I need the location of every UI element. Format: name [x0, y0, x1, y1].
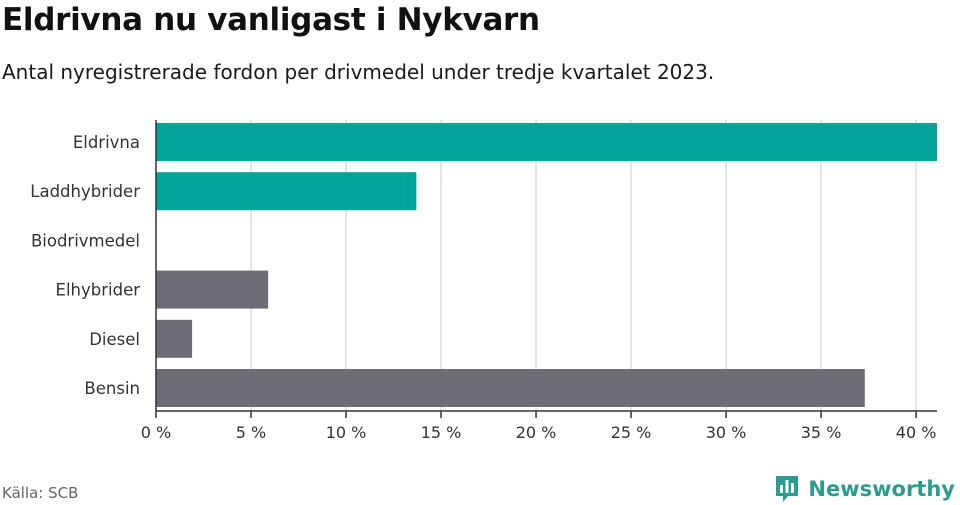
x-tick-label: 30 % [706, 423, 747, 442]
x-tick-label: 0 % [141, 423, 171, 442]
category-label: Diesel [89, 330, 140, 349]
category-label: Laddhybrider [30, 182, 140, 201]
x-tick-label: 15 % [421, 423, 462, 442]
x-tick-label: 5 % [236, 423, 266, 442]
category-label: Bensin [84, 379, 140, 398]
bar-chart: Eldrivna Laddhybrider Biodrivmedel Elhybrid… [0, 110, 960, 455]
x-tick-label: 10 % [326, 423, 367, 442]
bar-chart-logo-icon [774, 474, 800, 504]
bar [156, 271, 268, 309]
bar [156, 320, 192, 358]
bar [156, 172, 416, 210]
x-tick-label: 35 % [801, 423, 842, 442]
chart-title: Eldrivna nu vanligast i Nykvarn [2, 2, 540, 38]
bar [156, 123, 937, 161]
chart-subtitle: Antal nyregistrerade fordon per drivmede… [2, 60, 714, 84]
x-tick-label: 40 % [896, 423, 937, 442]
source-note: Källa: SCB [2, 484, 78, 502]
category-label: Elhybrider [56, 281, 141, 300]
category-label: Eldrivna [73, 133, 140, 152]
brand-name: Newsworthy [808, 477, 955, 501]
newsworthy-brand: Newsworthy [774, 474, 955, 504]
x-tick-label: 20 % [516, 423, 557, 442]
category-label: Biodrivmedel [31, 231, 140, 250]
x-tick-label: 25 % [611, 423, 652, 442]
bar [156, 369, 865, 407]
